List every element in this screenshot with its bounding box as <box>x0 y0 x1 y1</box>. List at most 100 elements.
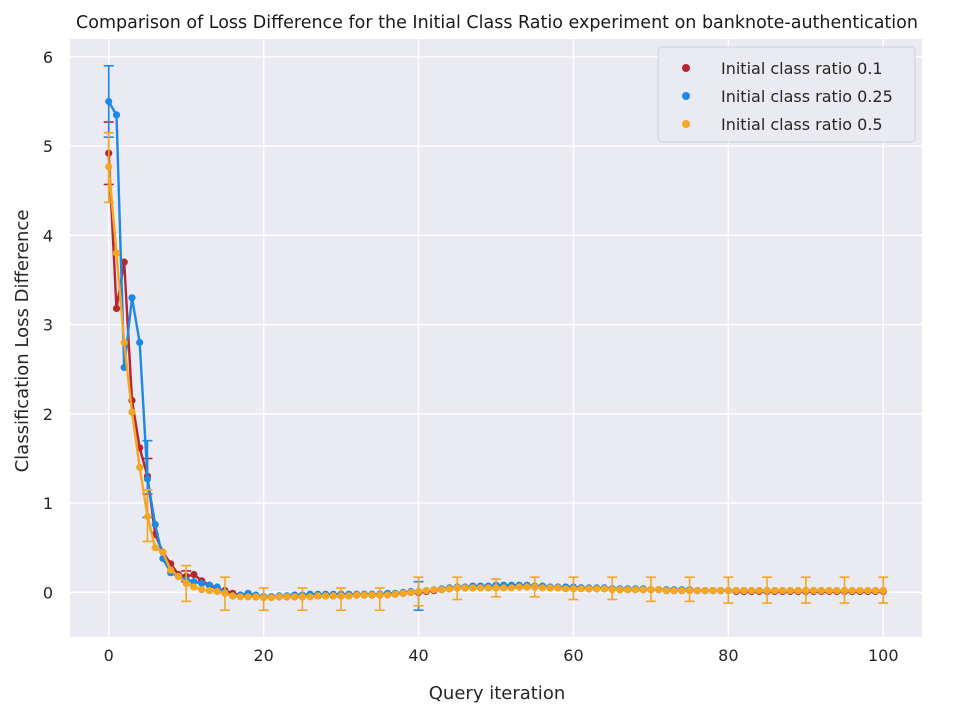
data-point <box>569 585 578 593</box>
data-point <box>422 587 430 595</box>
data-point <box>662 587 671 595</box>
legend-box <box>657 46 916 143</box>
legend-marker-ratio-0-1 <box>682 64 690 72</box>
data-point <box>810 587 818 595</box>
data-point <box>616 586 624 594</box>
data-point <box>430 586 438 594</box>
data-point <box>817 587 825 595</box>
data-point <box>190 583 198 591</box>
data-point <box>283 593 291 601</box>
tick-labels: 0 20 40 60 80 100 0 1 2 3 4 5 6 <box>43 48 899 665</box>
data-point <box>647 586 655 594</box>
data-point <box>174 572 182 580</box>
data-point <box>523 583 531 591</box>
series-3 <box>103 131 889 612</box>
data-point <box>205 587 213 595</box>
data-point <box>384 591 392 599</box>
data-point <box>399 589 407 597</box>
y-tick-label: 6 <box>43 48 53 67</box>
data-point <box>198 586 206 594</box>
data-point <box>531 583 539 591</box>
legend: Initial class ratio 0.1 Initial class ra… <box>657 46 916 143</box>
data-point <box>414 587 423 596</box>
data-point <box>105 163 113 171</box>
data-point <box>136 338 144 347</box>
data-point <box>507 584 516 592</box>
data-point <box>120 258 128 266</box>
data-point <box>492 584 500 592</box>
data-point <box>469 584 477 592</box>
data-point <box>562 585 570 593</box>
data-point <box>554 584 562 592</box>
data-point <box>624 586 632 594</box>
x-tick-label: 100 <box>868 646 899 665</box>
y-tick-label: 2 <box>43 405 53 424</box>
data-point <box>794 587 802 595</box>
x-tick-label: 20 <box>253 646 273 665</box>
data-point <box>229 592 237 600</box>
data-point <box>128 294 136 302</box>
data-point <box>120 338 128 347</box>
data-point <box>198 579 206 588</box>
data-point <box>871 587 880 595</box>
data-point <box>112 111 121 119</box>
data-point <box>546 584 554 592</box>
data-point <box>879 587 887 595</box>
legend-label-ratio-0-1: Initial class ratio 0.1 <box>721 59 883 78</box>
x-tick-label: 80 <box>718 646 738 665</box>
data-point <box>167 566 175 574</box>
data-point <box>345 592 353 600</box>
chart-title: Comparison of Loss Difference for the In… <box>76 13 918 33</box>
data-point <box>585 585 593 593</box>
data-point <box>376 591 384 599</box>
data-point <box>500 584 508 592</box>
data-point <box>322 592 330 600</box>
data-point <box>252 593 260 601</box>
data-point <box>182 579 190 588</box>
data-point <box>856 587 864 595</box>
data-point <box>709 587 717 595</box>
data-point <box>291 593 299 601</box>
data-point <box>105 97 113 106</box>
data-point <box>771 587 779 595</box>
data-point <box>438 586 446 594</box>
data-point <box>631 586 640 594</box>
data-point <box>686 587 694 595</box>
legend-marker-ratio-0-25 <box>682 92 690 100</box>
data-point <box>717 587 725 595</box>
data-point <box>445 585 454 593</box>
data-point <box>786 587 794 595</box>
data-point <box>407 588 415 597</box>
data-point <box>143 475 152 483</box>
legend-marker-ratio-0-5 <box>682 120 690 128</box>
data-point <box>864 587 872 595</box>
data-point <box>337 592 345 600</box>
data-point <box>353 591 361 599</box>
data-point <box>655 586 663 594</box>
data-point <box>476 584 485 592</box>
data-point <box>732 587 740 595</box>
data-point <box>577 585 585 593</box>
y-tick-label: 0 <box>43 583 53 602</box>
data-point <box>693 587 702 595</box>
data-point <box>538 584 547 592</box>
data-point <box>461 584 469 592</box>
y-tick-label: 5 <box>43 137 53 156</box>
data-point <box>190 578 198 586</box>
data-point <box>236 593 244 601</box>
data-point <box>190 570 198 579</box>
data-point <box>701 587 709 595</box>
y-axis-label: Classification Loss Difference <box>12 210 33 473</box>
data-point <box>159 548 167 556</box>
data-point <box>670 587 678 595</box>
data-point <box>244 593 252 601</box>
data-point <box>825 587 833 595</box>
data-point <box>755 587 763 595</box>
data-point <box>221 589 229 597</box>
data-point <box>515 583 523 591</box>
data-point <box>143 512 152 521</box>
data-point <box>112 249 121 257</box>
data-point <box>763 587 771 595</box>
data-point <box>267 594 275 602</box>
